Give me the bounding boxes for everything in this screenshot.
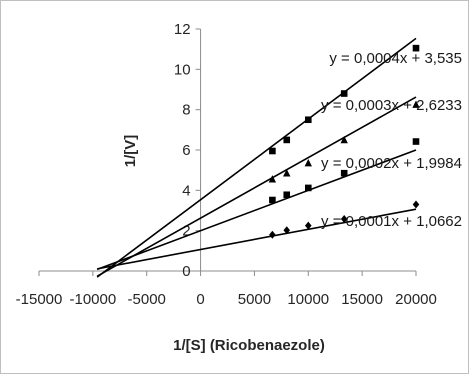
data-point — [412, 200, 420, 209]
trendline — [96, 149, 417, 271]
trendline — [97, 208, 417, 270]
y-tick-label: 10 — [174, 61, 191, 78]
x-tick-label: 20000 — [395, 291, 437, 308]
trendline — [96, 96, 417, 277]
data-point — [412, 100, 420, 108]
data-point — [304, 184, 312, 192]
y-tick-label: 4 — [182, 182, 190, 199]
data-point — [412, 44, 420, 52]
x-axis-title: 1/[S] (Ricobenaezole) — [173, 337, 325, 354]
data-point — [283, 226, 291, 235]
data-point — [304, 116, 312, 124]
equation-labels: y = 0,0001x + 1,0662 y = 0,0002x + 1,9984… — [321, 50, 462, 230]
data-point — [340, 169, 348, 177]
data-point — [283, 169, 291, 177]
y-tick-label: 12 — [174, 21, 191, 38]
data-point — [304, 221, 312, 230]
x-tick-label: -10000 — [69, 291, 116, 308]
trendline-equation: y = 0,0001x + 1,0662 — [321, 213, 462, 230]
data-point — [340, 214, 348, 223]
trendlines — [96, 37, 417, 278]
data-point — [340, 90, 348, 97]
trendline-equation: y = 0,0004x + 3,535 — [329, 50, 462, 67]
x-tick-label: 15000 — [341, 291, 383, 308]
x-tick-label: -5000 — [128, 291, 166, 308]
x-tick-label: 0 — [196, 291, 204, 308]
y-tick-label: 6 — [182, 142, 190, 159]
data-point — [283, 136, 291, 144]
data-point — [304, 159, 312, 167]
x-tick-label: 10000 — [287, 291, 329, 308]
y-tick-label: 8 — [182, 102, 190, 119]
data-points — [268, 44, 420, 239]
tick-labels: -15000 -10000 -5000 0 5000 10000 15000 20000 0 2 4… — [16, 21, 437, 308]
data-point — [269, 196, 276, 204]
trendline — [96, 37, 417, 278]
x-tick-label: 5000 — [238, 291, 271, 308]
data-point — [268, 175, 277, 183]
data-point — [412, 138, 420, 145]
data-point — [269, 147, 276, 155]
data-point — [340, 135, 348, 144]
trendline-equation: y = 0,0003x + 2,6233 — [321, 97, 462, 114]
y-tick-label: 0 — [182, 263, 190, 280]
trendline-equation: y = 0,0002x + 1,9984 — [321, 155, 462, 172]
x-tick-label: -15000 — [16, 291, 63, 308]
y-axis-title: 1/[V] — [122, 135, 139, 168]
data-point — [269, 230, 276, 239]
data-point — [283, 191, 291, 199]
y-tick-label: 2 — [182, 223, 190, 240]
